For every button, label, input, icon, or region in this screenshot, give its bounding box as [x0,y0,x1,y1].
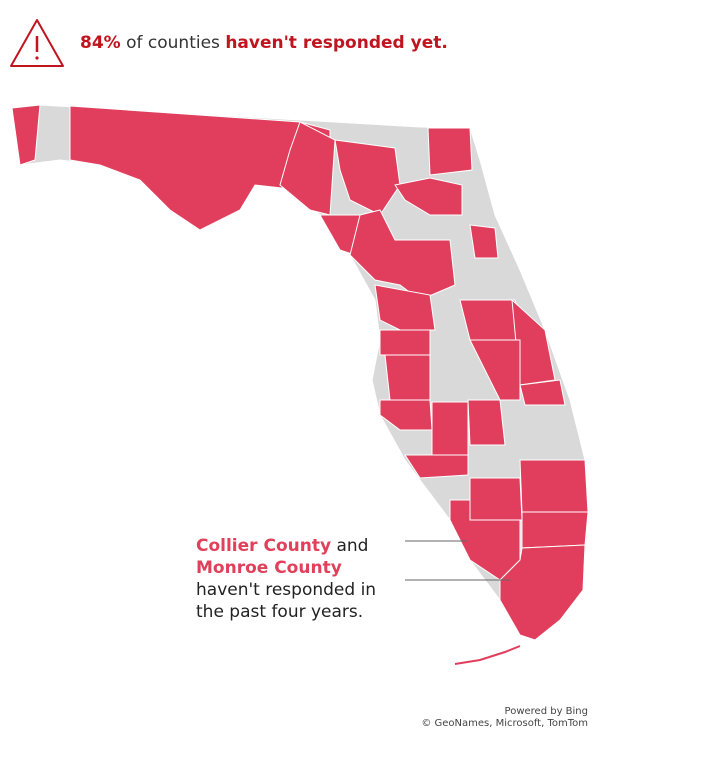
annotation-text: haven't responded in [196,580,377,600]
county-name: Monroe County [196,558,342,578]
headline-emphasis: haven't responded yet. [225,33,448,53]
warning-icon [10,19,64,67]
attribution-line: Powered by Bing [504,706,588,717]
percent: 84% [80,33,121,53]
florida-map [11,104,589,665]
annotation: Collier County and Monroe County haven't… [196,535,376,623]
attribution-line: © GeoNames, Microsoft, TomTom [421,718,588,729]
annotation-text: and [336,536,369,556]
attribution: Powered by Bing © GeoNames, Microsoft, T… [421,706,588,730]
headline-text: of counties [126,33,220,53]
annotation-text: the past four years. [196,602,364,622]
county-name: Collier County [196,536,332,556]
headline: 84% of counties haven't responded yet. [80,33,448,53]
